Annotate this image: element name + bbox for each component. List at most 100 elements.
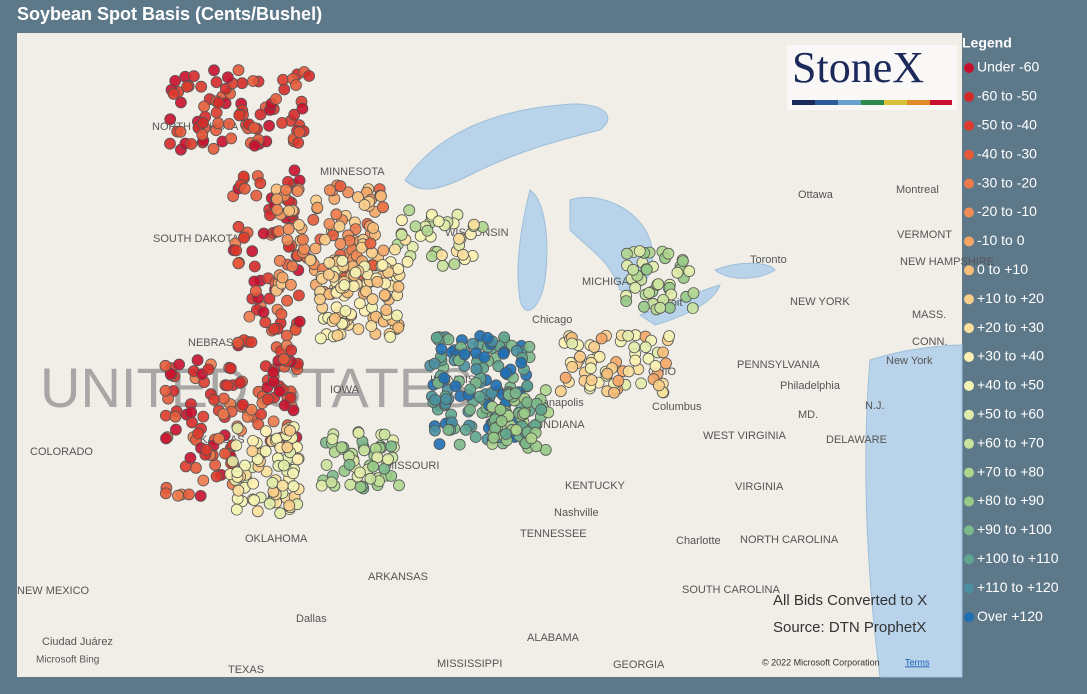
bid-dot (510, 424, 523, 436)
bid-dot (191, 354, 204, 367)
bid-dot (470, 363, 483, 376)
bid-dot (349, 266, 362, 279)
bid-dot (212, 117, 225, 130)
legend-label: -40 to -30 (977, 145, 1037, 161)
bid-dot (230, 439, 243, 452)
bid-dot (224, 362, 237, 375)
bid-dot (334, 180, 347, 193)
legend-label: +50 to +60 (977, 406, 1044, 422)
bid-dot (478, 351, 491, 364)
bid-dot (169, 410, 182, 423)
bid-dot (433, 438, 446, 451)
legend-label: Over +120 (977, 608, 1043, 624)
legend-swatch (964, 207, 974, 218)
bid-dot (221, 71, 234, 84)
legend-swatch (964, 294, 974, 305)
bid-dot (633, 245, 646, 258)
bid-dot (232, 257, 245, 270)
place-label: MD. (798, 409, 818, 421)
bid-dot (231, 466, 244, 479)
place-label: N.J. (865, 400, 885, 412)
legend-title: Legend (962, 35, 1012, 51)
bid-dot (593, 350, 606, 363)
bid-dot (622, 329, 634, 342)
bid-dot (629, 281, 642, 294)
legend-label: 0 to +10 (977, 261, 1028, 277)
bid-dot (276, 479, 289, 492)
bid-dot (403, 204, 416, 217)
terms-link[interactable]: Terms (905, 657, 930, 667)
bid-dot (246, 445, 259, 458)
bid-dot (358, 444, 371, 457)
place-label: DELAWARE (826, 434, 887, 446)
bid-dot (248, 494, 261, 507)
place-label: MISSOURI (385, 460, 439, 472)
bid-dot (277, 73, 289, 86)
bid-dot (280, 183, 292, 196)
legend-swatch (964, 63, 974, 73)
bid-dot (364, 472, 377, 485)
bid-dot (243, 310, 256, 323)
bid-dot (518, 407, 531, 420)
bid-dot (226, 455, 239, 468)
place-label: NEW MEXICO (17, 585, 90, 597)
bid-dot (257, 306, 270, 319)
bid-dot (588, 341, 600, 353)
title: Soybean Spot Basis (Cents/Bushel) (17, 4, 322, 24)
place-label: MASS. (912, 309, 946, 321)
bid-dot (217, 392, 230, 405)
bid-dot (334, 237, 347, 250)
legend-label: +60 to +70 (977, 434, 1044, 450)
bid-dot (352, 191, 364, 204)
bid-dot (428, 357, 441, 370)
bid-dot (196, 128, 209, 141)
bid-dot (287, 480, 300, 493)
legend-swatch (964, 120, 974, 131)
bid-dot (671, 266, 684, 279)
bid-dot (159, 487, 172, 500)
place-label: ARKANSAS (368, 571, 428, 583)
bid-dot (278, 399, 291, 412)
place-label: ALABAMA (527, 632, 580, 644)
bid-dot (183, 488, 195, 501)
bid-dot (209, 459, 222, 471)
bid-dot (169, 423, 182, 436)
bid-dot (250, 189, 263, 202)
bid-dot (492, 360, 505, 373)
place-label: Ottawa (798, 189, 834, 201)
legend-label: +100 to +110 (977, 550, 1059, 566)
bid-dot (352, 323, 365, 336)
bid-dot (292, 136, 305, 149)
bid-dot (325, 476, 338, 489)
bid-dot (266, 476, 279, 489)
bid-dot (440, 393, 452, 406)
place-label: Dallas (296, 613, 327, 625)
bid-dot (535, 403, 548, 416)
legend-label: +30 to +40 (977, 348, 1044, 364)
bid-dot (208, 393, 221, 406)
place-label: Philadelphia (780, 380, 841, 392)
bid-dot (385, 470, 398, 482)
bid-dot (307, 213, 320, 226)
bid-dot (336, 254, 349, 267)
bid-dot (333, 220, 346, 233)
bid-dot (497, 347, 510, 360)
logo-bg (787, 45, 957, 110)
bid-dot (291, 185, 304, 198)
bid-dot (212, 432, 225, 445)
place-label: COLORADO (30, 446, 93, 458)
bid-dot (467, 218, 480, 231)
bid-dot (189, 461, 202, 474)
bid-dot (184, 451, 197, 464)
legend-swatch (964, 265, 974, 276)
bid-dot (230, 244, 243, 257)
bid-dot (323, 184, 336, 197)
bid-dot (237, 231, 250, 244)
bid-dot (330, 208, 343, 221)
bid-dot (251, 505, 264, 518)
bid-dot (421, 224, 434, 237)
place-label: VIRGINIA (735, 481, 784, 493)
bid-dot (652, 278, 665, 291)
legend-label: -60 to -50 (977, 88, 1037, 104)
bid-dot (247, 75, 259, 87)
